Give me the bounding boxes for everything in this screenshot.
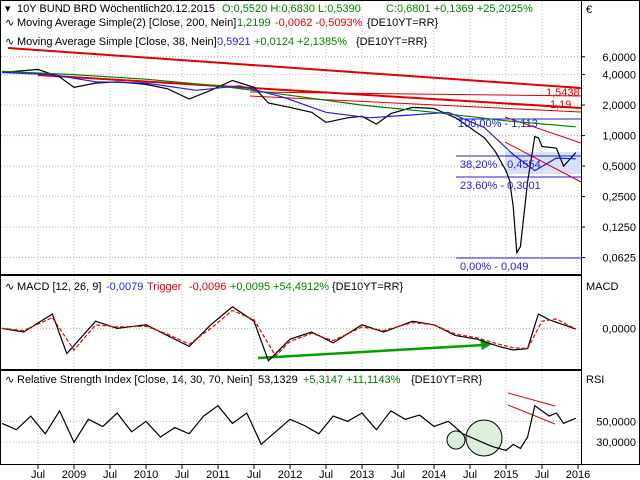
- trendline-upper: [7, 47, 582, 89]
- rsi-icon: ∿: [5, 374, 14, 386]
- price-tick-label-7: 0,0625: [602, 253, 636, 265]
- price-tick-label-4: 0,5000: [602, 161, 636, 173]
- rsi-series-0: [1, 404, 577, 452]
- collapse-arrow-icon[interactable]: ▾: [5, 3, 11, 15]
- price-tick-label-0: 6,0000: [602, 52, 636, 64]
- macd-axis-label: MACD: [586, 281, 618, 293]
- fib-labels: 100,00% - 1,113 38,20% - 0,4554 23,60% -…: [458, 87, 580, 273]
- chart-title: 10Y BUND BRD Wöchentlich: [17, 3, 160, 15]
- macd-panel: [0, 275, 582, 370]
- price-series-0: [1, 68, 577, 255]
- macd-series-1: [1, 309, 577, 357]
- rsi-header: ∿ Relative Strength Index [Close, 14, 30…: [5, 374, 604, 386]
- x-tick-label-2: Jul: [103, 469, 117, 480]
- header-close: C:0,6801 +0,1369 +25,2025%: [386, 3, 533, 15]
- x-tick-label-3: 2010: [134, 469, 158, 480]
- x-tick-label-7: 2012: [278, 469, 302, 480]
- macd-icon: ∿: [5, 281, 14, 293]
- fib-shaded-zone: [505, 152, 581, 174]
- macd-trigger-label: Trigger: [147, 281, 182, 293]
- ma200-icon: ∿: [5, 17, 14, 29]
- rsi-suffix: {DE10YT=RR}: [411, 374, 483, 386]
- x-tick-label-11: 2014: [422, 469, 446, 480]
- x-tick-label-10: Jul: [391, 469, 405, 480]
- x-tick-label-15: 2016: [566, 469, 590, 480]
- x-tick-label-14: Jul: [535, 469, 549, 480]
- x-tick-label-4: Jul: [175, 469, 189, 480]
- currency-symbol: €: [586, 4, 592, 16]
- macd-tick-label-0: 0,0000: [602, 323, 636, 335]
- rsi-channel-lower: [507, 404, 556, 425]
- macd-trigger-value: -0,0096: [189, 281, 226, 293]
- macd-change: +0,0095 +54,4912%: [230, 281, 329, 293]
- grid-layer: [1, 1, 581, 464]
- rsi-circle-small: [446, 430, 466, 450]
- ma200-label: Moving Average Simple(2) [Close, 200, Ne…: [17, 17, 236, 29]
- price-series-2: [1, 71, 576, 172]
- rsi-axis-label: RSI: [586, 374, 604, 386]
- x-tick-label-1: 2009: [62, 469, 86, 480]
- x-tick-label-0: Jul: [31, 469, 45, 480]
- rsi-change: +5,3147 +11,1143%: [303, 374, 401, 386]
- ma200-change: -0,0062 -0,5093%: [275, 17, 363, 29]
- macd-suffix: {DE10YT=RR}: [332, 281, 404, 293]
- rsi-tick-label-1: 30,0000: [596, 437, 636, 449]
- channel-line-lower: [504, 141, 582, 183]
- price-tick-label-6: 0,1250: [602, 222, 636, 234]
- rsi-channel-upper: [507, 392, 556, 407]
- price-header: 10Y BUND BRD Wöchentlich 20.12.2015 O:0,…: [5, 3, 592, 48]
- macd-value: -0,0079: [106, 281, 143, 293]
- macd-divergence-arrow: [257, 343, 485, 360]
- fib-236-label: 23,60% - 0,3001: [460, 180, 541, 192]
- header-ohlc: O:0,5520 H:0,6830 L:0,5390: [222, 3, 361, 15]
- rsi-title: Relative Strength Index [Close, 14, 30, …: [17, 374, 252, 386]
- price-series-1: [1, 70, 576, 128]
- trendline-lower: [37, 74, 582, 109]
- rsi-tick-label-0: 50,0000: [596, 416, 636, 428]
- x-tick-label-12: Jul: [463, 469, 477, 480]
- macd-header: ∿ MACD [12, 26, 9] -0,0079 Trigger -0,00…: [5, 281, 618, 293]
- series-layer: [1, 68, 577, 452]
- x-tick-label-6: Jul: [247, 469, 261, 480]
- fib-0-label: 0,00% - 0,049: [460, 261, 529, 273]
- price-tick-label-1: 4,0000: [602, 70, 636, 82]
- level-line-2: [249, 95, 582, 113]
- level-label-2: 1,19: [550, 99, 571, 111]
- ma38-value: 0,5921: [217, 36, 251, 48]
- rsi-value: 53,1329: [258, 374, 298, 386]
- x-tick-label-8: Jul: [319, 469, 333, 480]
- x-tick-label-13: 2015: [494, 469, 518, 480]
- price-tick-label-5: 0,2500: [602, 192, 636, 204]
- fib-382-label: 38,20% - 0,4554: [460, 159, 541, 171]
- ma38-suffix: {DE10YT=RR}: [356, 36, 428, 48]
- level-line-1: [249, 91, 582, 97]
- price-tick-label-3: 1,0000: [602, 131, 636, 143]
- fib-100-label: 100,00% - 1,113: [458, 118, 538, 130]
- macd-title: MACD [12, 26, 9]: [17, 281, 101, 293]
- ma38-icon: ∿: [5, 36, 14, 48]
- ma38-change: +0,0124 +2,1385%: [254, 36, 347, 48]
- level-label-1: 1,5438: [546, 87, 580, 99]
- x-tick-label-9: 2013: [350, 469, 374, 480]
- price-tick-label-2: 2,0000: [602, 100, 636, 112]
- ma200-suffix: {DE10YT=RR}: [367, 17, 439, 29]
- x-tick-label-5: 2011: [206, 469, 230, 480]
- header-date: 20.12.2015: [160, 3, 215, 15]
- axis-layer: 6,0000 4,0000 2,0000 1,0000 0,5000 0,2500 0,12…: [31, 52, 636, 480]
- ma38-label: Moving Average Simple [Close, 38, Nein]: [17, 36, 217, 48]
